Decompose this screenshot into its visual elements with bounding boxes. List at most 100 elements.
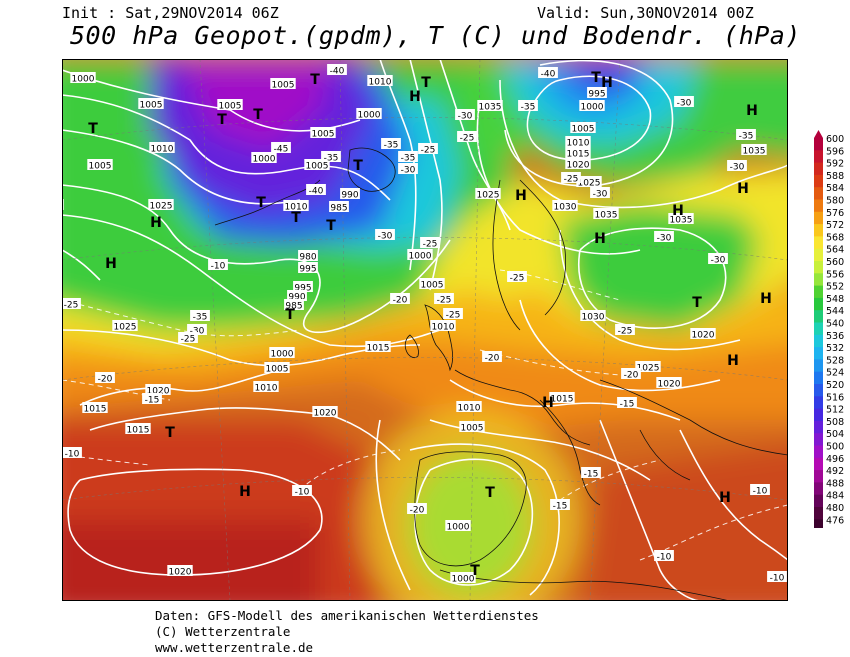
isotherm-label: -15	[142, 393, 162, 406]
isotherm-label: -10	[62, 447, 82, 460]
svg-text:1005: 1005	[219, 102, 242, 112]
high-marker: H	[719, 490, 731, 506]
legend-swatch	[814, 199, 823, 213]
isobar-label: 1035	[741, 144, 767, 157]
legend-swatch	[814, 371, 823, 385]
low-marker: T	[485, 485, 495, 501]
isobar-label: 1005	[304, 159, 330, 172]
isotherm-label: -15	[617, 397, 637, 410]
legend-swatch	[814, 334, 823, 348]
legend-label: 484	[826, 491, 844, 502]
isotherm-label: -25	[418, 143, 438, 156]
credits-url[interactable]: www.wetterzentrale.de	[155, 640, 314, 655]
legend-label: 572	[826, 220, 844, 231]
legend-swatch	[814, 285, 823, 299]
legend-label: 508	[826, 417, 844, 428]
isotherm-label: -10	[654, 550, 674, 563]
legend-swatch	[814, 519, 823, 528]
low-marker: T	[470, 563, 480, 579]
svg-text:1015: 1015	[84, 405, 107, 415]
legend-label: 532	[826, 343, 844, 354]
isotherm-label: -45	[271, 142, 291, 155]
isobar-label: 1010	[149, 142, 175, 155]
svg-text:1010: 1010	[369, 78, 392, 88]
isobar-label: 1015	[549, 392, 575, 405]
isobar-label: 980	[298, 250, 318, 263]
isobar-label: 1020	[145, 384, 171, 397]
svg-text:-30: -30	[657, 234, 672, 244]
svg-text:1010: 1010	[151, 145, 174, 155]
isotherm-label: -20	[95, 372, 115, 385]
legend-label: 496	[826, 454, 844, 465]
svg-text:1000: 1000	[409, 252, 432, 262]
credits: Daten: GFS-Modell des amerikanischen Wet…	[155, 608, 539, 656]
svg-text:1020: 1020	[692, 331, 715, 341]
low-marker: T	[88, 121, 98, 137]
isobar-label: 990	[287, 290, 307, 303]
svg-text:-40: -40	[309, 187, 324, 197]
low-marker: T	[421, 75, 431, 91]
isotherm-label: -25	[615, 324, 635, 337]
color-scale-legend: 6005965925885845805765725685645605565525…	[814, 130, 844, 528]
legend-label: 516	[826, 392, 844, 403]
legend-label: 528	[826, 355, 844, 366]
legend-label: 592	[826, 159, 844, 170]
isobar-label: 985	[284, 299, 304, 312]
legend-swatch	[814, 273, 823, 287]
isobar-label: 1010	[430, 320, 456, 333]
svg-text:-25: -25	[460, 134, 475, 144]
svg-text:1025: 1025	[114, 323, 137, 333]
high-marker: H	[542, 395, 554, 411]
legend-label: 552	[826, 282, 844, 293]
svg-text:-20: -20	[98, 375, 113, 385]
isobar-label: 1015	[365, 341, 391, 354]
svg-text:985: 985	[285, 302, 302, 312]
svg-text:-15: -15	[553, 502, 568, 512]
isobar-label: 1030	[552, 200, 578, 213]
svg-text:1035: 1035	[743, 147, 766, 157]
credits-copyright: (C) Wetterzentrale	[155, 624, 291, 639]
high-marker: H	[760, 291, 772, 307]
legend-label: 596	[826, 146, 844, 157]
svg-text:-20: -20	[624, 371, 639, 381]
svg-text:1015: 1015	[551, 395, 574, 405]
isotherm-label: -25	[507, 271, 527, 284]
isobar-label: 1020	[565, 158, 591, 171]
svg-text:-35: -35	[384, 141, 399, 151]
svg-text:1005: 1005	[306, 162, 329, 172]
svg-text:990: 990	[341, 191, 358, 201]
svg-text:1005: 1005	[421, 281, 444, 291]
svg-text:1035: 1035	[670, 216, 693, 226]
isobar-label: 1025	[112, 320, 138, 333]
svg-text:-20: -20	[485, 354, 500, 364]
svg-text:-30: -30	[593, 190, 608, 200]
isotherm-label: -25	[434, 293, 454, 306]
isotherm-labels: -40-45-40-35-35-35-30-25-30-25-30-25-40-…	[62, 64, 787, 584]
svg-text:-35: -35	[739, 132, 754, 142]
isobar-label: 1000	[251, 152, 277, 165]
low-marker: T	[253, 107, 263, 123]
svg-text:1015: 1015	[567, 150, 590, 160]
isotherm-label: -25	[457, 131, 477, 144]
isobar-label: 990	[340, 188, 360, 201]
isotherm-label: -20	[407, 503, 427, 516]
legend-swatch	[814, 396, 823, 410]
low-marker: T	[256, 195, 266, 211]
isotherm-label: -10	[750, 484, 770, 497]
isotherm-label: -15	[581, 467, 601, 480]
weather-map: 1000 1005 1005 1010 1005 1005 1000 1005 1005 1000…	[62, 59, 788, 601]
svg-text:-25: -25	[510, 274, 525, 284]
svg-text:-25: -25	[421, 146, 436, 156]
svg-text:1025: 1025	[150, 202, 173, 212]
legend-swatch	[814, 433, 823, 446]
isobar-label: 1025	[576, 176, 602, 189]
high-marker: H	[737, 181, 749, 197]
low-marker: T	[591, 70, 601, 86]
svg-text:1000: 1000	[447, 523, 470, 533]
isotherm-label: -30	[455, 109, 475, 122]
svg-text:1015: 1015	[367, 344, 390, 354]
legend-swatch	[814, 347, 823, 360]
legend-label: 556	[826, 269, 844, 280]
svg-text:1030: 1030	[554, 203, 577, 213]
legend-swatch	[814, 297, 823, 311]
